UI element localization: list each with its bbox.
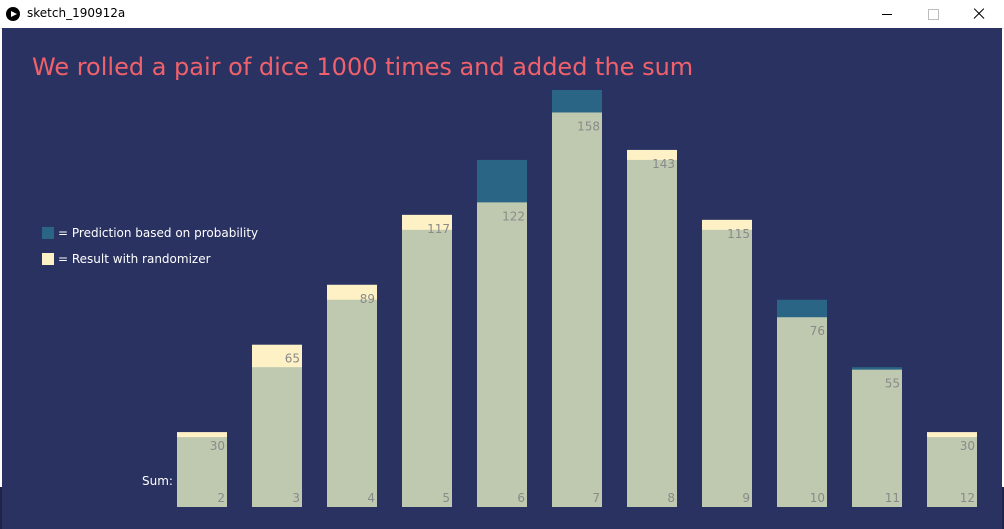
sum-tick-2: 2: [217, 491, 225, 505]
bar-prediction-8: [627, 159, 677, 507]
bar-chart: 30 2 65 3 89 4 117 5 122 6 158 7 143 8 115 9 76 10 55 11 30 1…: [177, 90, 977, 508]
sum-label: Sum:: [142, 474, 173, 488]
value-label-11: 55: [885, 377, 900, 391]
legend-prediction: = Prediction based on probability: [42, 226, 258, 240]
value-label-4: 89: [360, 292, 375, 306]
sum-tick-7: 7: [592, 491, 600, 505]
chart-title: We rolled a pair of dice 1000 times and …: [32, 53, 694, 81]
value-label-7: 158: [577, 119, 600, 133]
bar-prediction-5: [402, 229, 452, 507]
sum-tick-9: 9: [742, 491, 750, 505]
maximize-button[interactable]: [910, 0, 956, 28]
window-title: sketch_190912a: [27, 6, 126, 20]
bar-prediction-3: [252, 367, 302, 507]
value-label-9: 115: [727, 227, 750, 241]
bar-result-7: [552, 112, 602, 507]
legend-prediction-label: = Prediction based on probability: [58, 226, 259, 240]
value-label-8: 143: [652, 157, 675, 171]
minimize-button[interactable]: [864, 0, 910, 28]
value-label-2: 30: [210, 439, 225, 453]
sum-tick-8: 8: [667, 491, 675, 505]
sum-tick-6: 6: [517, 491, 525, 505]
value-label-5: 117: [427, 222, 450, 236]
value-label-12: 30: [960, 439, 975, 453]
value-label-10: 76: [810, 324, 825, 338]
legend-result-label: = Result with randomizer: [58, 252, 211, 266]
bar-result-11: [852, 369, 902, 507]
prediction-swatch: [42, 227, 54, 239]
sum-tick-3: 3: [292, 491, 300, 505]
result-swatch: [42, 253, 54, 265]
bar-prediction-12: [927, 437, 977, 507]
sketch-canvas: We rolled a pair of dice 1000 times and …: [2, 28, 1002, 529]
sum-tick-11: 11: [885, 491, 900, 505]
bar-prediction-4: [327, 299, 377, 507]
bar-prediction-9: [702, 229, 752, 507]
value-label-3: 65: [285, 352, 300, 366]
title-bar: sketch_190912a: [0, 0, 1004, 29]
sum-tick-10: 10: [810, 491, 825, 505]
play-icon: [6, 7, 20, 21]
sum-tick-12: 12: [960, 491, 975, 505]
bar-result-10: [777, 317, 827, 507]
sum-tick-4: 4: [367, 491, 375, 505]
sum-tick-5: 5: [442, 491, 450, 505]
value-label-6: 122: [502, 209, 525, 223]
bar-prediction-2: [177, 437, 227, 507]
bar-result-6: [477, 202, 527, 507]
close-button[interactable]: [956, 0, 1002, 28]
legend-result: = Result with randomizer: [42, 252, 211, 266]
